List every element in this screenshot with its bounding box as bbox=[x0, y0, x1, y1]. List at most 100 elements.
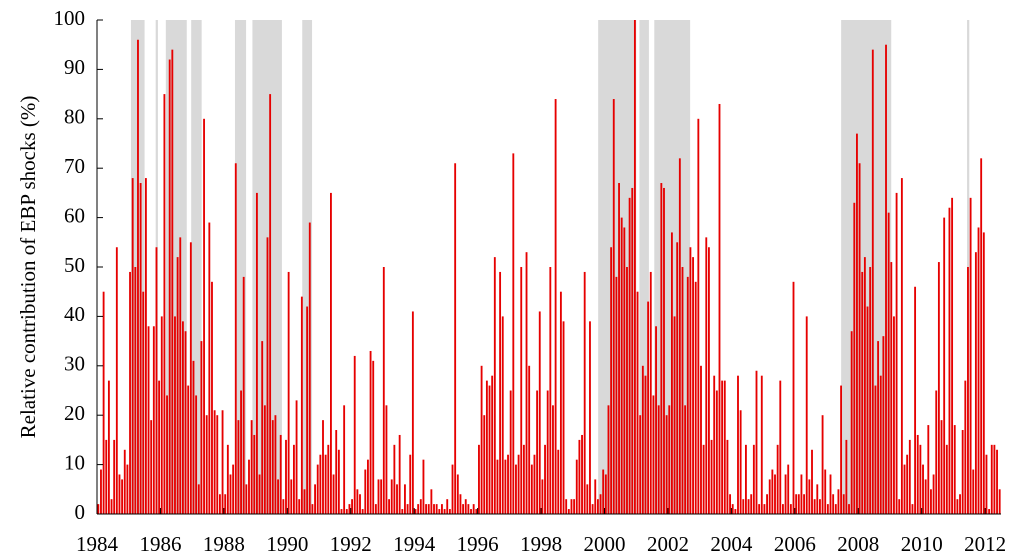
bar bbox=[562, 321, 565, 514]
bar bbox=[900, 178, 903, 514]
bar bbox=[107, 380, 110, 514]
bar bbox=[615, 276, 618, 514]
bar bbox=[959, 494, 961, 514]
bar bbox=[980, 158, 983, 514]
bar bbox=[459, 494, 462, 514]
bar bbox=[982, 232, 985, 515]
bar bbox=[993, 444, 996, 514]
bar bbox=[557, 449, 560, 514]
bar bbox=[388, 499, 391, 514]
bar bbox=[205, 415, 208, 514]
x-tick-label: 1994 bbox=[393, 532, 436, 556]
x-tick-label: 2012 bbox=[964, 532, 1006, 556]
bar bbox=[734, 509, 737, 514]
bar bbox=[863, 257, 866, 514]
bar bbox=[248, 459, 250, 514]
bar bbox=[166, 395, 168, 514]
bar bbox=[285, 439, 287, 514]
bar bbox=[427, 504, 430, 514]
bar bbox=[596, 499, 599, 514]
bar bbox=[797, 494, 800, 514]
bar bbox=[211, 281, 213, 514]
bar bbox=[663, 187, 665, 514]
bar bbox=[515, 464, 517, 514]
bar bbox=[189, 242, 192, 515]
x-tick-label: 1990 bbox=[266, 532, 308, 556]
bar bbox=[694, 281, 697, 514]
y-tick-label: 10 bbox=[64, 450, 85, 474]
bar bbox=[607, 405, 610, 514]
bar bbox=[224, 494, 227, 514]
bar bbox=[826, 504, 829, 514]
bar bbox=[253, 434, 256, 514]
bar bbox=[581, 434, 583, 514]
bar bbox=[552, 405, 554, 514]
bar bbox=[655, 326, 657, 514]
bar bbox=[330, 192, 332, 514]
bar bbox=[380, 479, 383, 514]
bar bbox=[594, 479, 597, 514]
bar bbox=[644, 375, 647, 514]
bar bbox=[374, 504, 377, 514]
bar bbox=[742, 499, 745, 514]
bar bbox=[475, 509, 478, 514]
bar bbox=[948, 207, 951, 514]
bar bbox=[348, 504, 351, 514]
bar bbox=[697, 118, 700, 515]
bar bbox=[879, 375, 882, 514]
bar bbox=[488, 385, 491, 514]
bar bbox=[599, 494, 602, 514]
bar bbox=[837, 489, 840, 514]
bar bbox=[226, 444, 229, 514]
bar bbox=[97, 504, 100, 514]
bar bbox=[538, 311, 541, 514]
bar bbox=[433, 504, 435, 514]
bar bbox=[932, 474, 935, 514]
bar bbox=[332, 474, 335, 514]
bar bbox=[678, 158, 681, 514]
bar bbox=[715, 390, 718, 514]
bar bbox=[684, 405, 687, 514]
bar bbox=[591, 504, 594, 514]
bar bbox=[131, 178, 134, 514]
bar bbox=[885, 44, 887, 514]
bar bbox=[319, 454, 322, 514]
bar bbox=[237, 420, 240, 514]
bar bbox=[945, 444, 948, 514]
bar bbox=[707, 247, 710, 515]
bar bbox=[504, 459, 507, 514]
bar bbox=[747, 499, 750, 514]
recession-shade bbox=[234, 20, 247, 514]
bar bbox=[692, 257, 694, 514]
x-tick-label: 1988 bbox=[203, 532, 245, 556]
bar bbox=[261, 341, 264, 514]
y-tick-label: 70 bbox=[64, 154, 85, 178]
bar bbox=[218, 494, 221, 514]
bar bbox=[961, 430, 964, 514]
bar bbox=[636, 291, 639, 514]
recession-shade bbox=[302, 20, 313, 514]
bar bbox=[612, 99, 615, 514]
bar bbox=[774, 474, 776, 514]
bar bbox=[528, 365, 531, 514]
bar bbox=[541, 479, 544, 514]
bar bbox=[668, 405, 671, 514]
bar bbox=[771, 469, 774, 514]
bar bbox=[269, 94, 272, 514]
bar bbox=[610, 247, 613, 515]
y-tick-label: 90 bbox=[64, 55, 85, 79]
bar bbox=[216, 415, 219, 514]
bar bbox=[430, 489, 433, 514]
bar bbox=[364, 469, 367, 514]
bar bbox=[525, 252, 528, 514]
bar bbox=[908, 439, 911, 514]
bar bbox=[451, 464, 454, 514]
bar bbox=[300, 296, 303, 514]
bar bbox=[308, 222, 311, 515]
bar bbox=[179, 237, 182, 515]
bar bbox=[631, 187, 634, 514]
x-tick-label: 1998 bbox=[520, 532, 562, 556]
bar bbox=[578, 439, 581, 514]
bar bbox=[729, 494, 731, 514]
bar bbox=[472, 504, 475, 514]
